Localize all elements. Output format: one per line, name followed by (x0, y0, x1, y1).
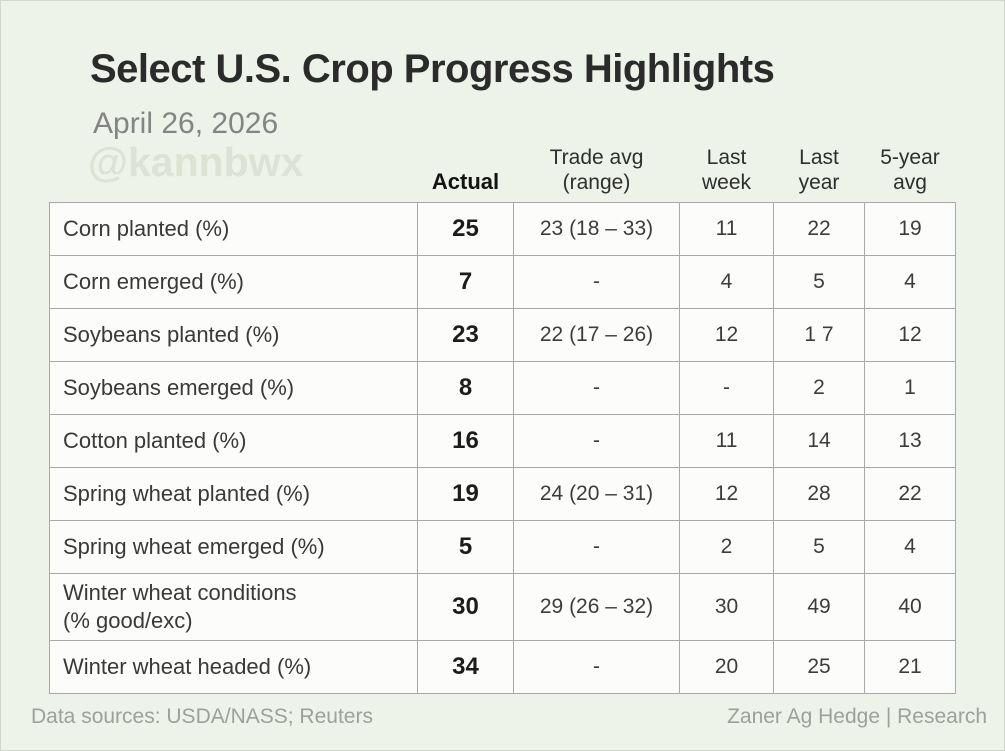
table-row-spring-wheat-emerged: Spring wheat emerged (%) 5 - 2 5 4 (49, 519, 956, 574)
table-row-winter-wheat-conditions: Winter wheat conditions (% good/exc) 30 … (49, 572, 956, 641)
last-year-cell: 14 (773, 413, 865, 468)
trade-avg-cell: - (513, 519, 680, 574)
crop-name: Corn emerged (%) (63, 268, 244, 294)
attribution-note: Zaner Ag Hedge | Research (727, 705, 987, 728)
crop-name-column-header (50, 140, 418, 202)
crop-name-cell: Corn emerged (%) (49, 254, 418, 309)
watermark-handle: @kannbwx (88, 139, 304, 185)
actual-cell: 16 (417, 413, 514, 468)
last-week-cell: 30 (679, 572, 774, 641)
five-year-avg-cell: 12 (864, 307, 956, 362)
crop-name-cell: Soybeans planted (%) (49, 307, 418, 362)
last-year-cell: 2 (773, 360, 865, 415)
trade-avg-cell: - (513, 254, 680, 309)
crop-name: Corn planted (%) (63, 215, 230, 241)
last-year-cell: 25 (773, 639, 865, 694)
last-week-cell: 12 (679, 307, 774, 362)
header-row: Actual Trade avg (range) Last week Last … (50, 140, 956, 202)
table-row-cotton-planted: Cotton planted (%) 16 - 11 14 13 (49, 413, 956, 468)
crop-name-cell: Spring wheat planted (%) (49, 466, 418, 521)
trade-avg-cell: 29 (26 – 32) (513, 572, 680, 641)
actual-cell: 30 (417, 572, 514, 641)
crop-name-cell: Winter wheat conditions (% good/exc) (49, 572, 418, 641)
column-header-last-year: Last year (798, 146, 840, 195)
column-header-actual: Actual (431, 169, 500, 195)
table-row-corn-emerged: Corn emerged (%) 7 - 4 5 4 (49, 254, 956, 309)
five-year-avg-cell: 4 (864, 254, 956, 309)
last-year-cell: 5 (773, 254, 865, 309)
crop-name: Spring wheat emerged (%) (63, 533, 325, 559)
last-year-cell: 28 (773, 466, 865, 521)
actual-cell: 23 (417, 307, 514, 362)
actual-cell: 7 (417, 254, 514, 309)
crop-name-cell: Corn planted (%) (49, 201, 418, 256)
crop-name-cell: Winter wheat headed (%) (49, 639, 418, 694)
last-year-cell: 5 (773, 519, 865, 574)
crop-name: Soybeans emerged (%) (63, 374, 295, 400)
report-date: April 26, 2026 (93, 107, 279, 140)
crop-name: Spring wheat planted (%) (63, 480, 311, 506)
actual-cell: 25 (417, 201, 514, 256)
table-row-corn-planted: Corn planted (%) 25 23 (18 – 33) 11 22 1… (49, 201, 956, 256)
actual-cell: 34 (417, 639, 514, 694)
table-row-winter-wheat-headed: Winter wheat headed (%) 34 - 20 25 21 (49, 639, 956, 694)
last-year-cell: 1 7 (773, 307, 865, 362)
actual-cell: 19 (417, 466, 514, 521)
trade-avg-cell: 22 (17 – 26) (513, 307, 680, 362)
crop-name: Soybeans planted (%) (63, 321, 280, 347)
table-row-soybeans-planted: Soybeans planted (%) 23 22 (17 – 26) 12 … (49, 307, 956, 362)
last-week-cell: 12 (679, 466, 774, 521)
crop-name: Winter wheat headed (%) (63, 653, 312, 679)
trade-avg-cell: 23 (18 – 33) (513, 201, 680, 256)
trade-avg-cell: 24 (20 – 31) (513, 466, 680, 521)
trade-avg-cell: - (513, 639, 680, 694)
trade-avg-cell: - (513, 360, 680, 415)
last-week-cell: 11 (679, 201, 774, 256)
column-header-trade-avg: Trade avg (range) (549, 146, 644, 195)
five-year-avg-cell: 19 (864, 201, 956, 256)
last-week-cell: - (679, 360, 774, 415)
last-week-cell: 11 (679, 413, 774, 468)
crop-name-cell: Cotton planted (%) (49, 413, 418, 468)
table-row-spring-wheat-planted: Spring wheat planted (%) 19 24 (20 – 31)… (49, 466, 956, 521)
five-year-avg-cell: 40 (864, 572, 956, 641)
last-week-cell: 20 (679, 639, 774, 694)
crop-name: Cotton planted (%) (63, 427, 247, 453)
column-header-5-year-avg: 5-year avg (880, 146, 940, 195)
five-year-avg-cell: 4 (864, 519, 956, 574)
crop-name: Winter wheat conditions (63, 579, 297, 605)
page-title: Select U.S. Crop Progress Highlights (90, 47, 775, 91)
crop-progress-table: Actual Trade avg (range) Last week Last … (49, 140, 956, 694)
actual-cell: 8 (417, 360, 514, 415)
five-year-avg-cell: 22 (864, 466, 956, 521)
crop-name-sub: (% good/exc) (63, 607, 193, 633)
data-sources-note: Data sources: USDA/NASS; Reuters (31, 705, 373, 728)
last-year-cell: 49 (773, 572, 865, 641)
five-year-avg-cell: 13 (864, 413, 956, 468)
table-row-soybeans-emerged: Soybeans emerged (%) 8 - - 2 1 (49, 360, 956, 415)
five-year-avg-cell: 1 (864, 360, 956, 415)
crop-name-cell: Spring wheat emerged (%) (49, 519, 418, 574)
crop-name-cell: Soybeans emerged (%) (49, 360, 418, 415)
last-week-cell: 2 (679, 519, 774, 574)
last-year-cell: 22 (773, 201, 865, 256)
five-year-avg-cell: 21 (864, 639, 956, 694)
last-week-cell: 4 (679, 254, 774, 309)
trade-avg-cell: - (513, 413, 680, 468)
actual-cell: 5 (417, 519, 514, 574)
column-header-last-week: Last week (701, 146, 752, 195)
